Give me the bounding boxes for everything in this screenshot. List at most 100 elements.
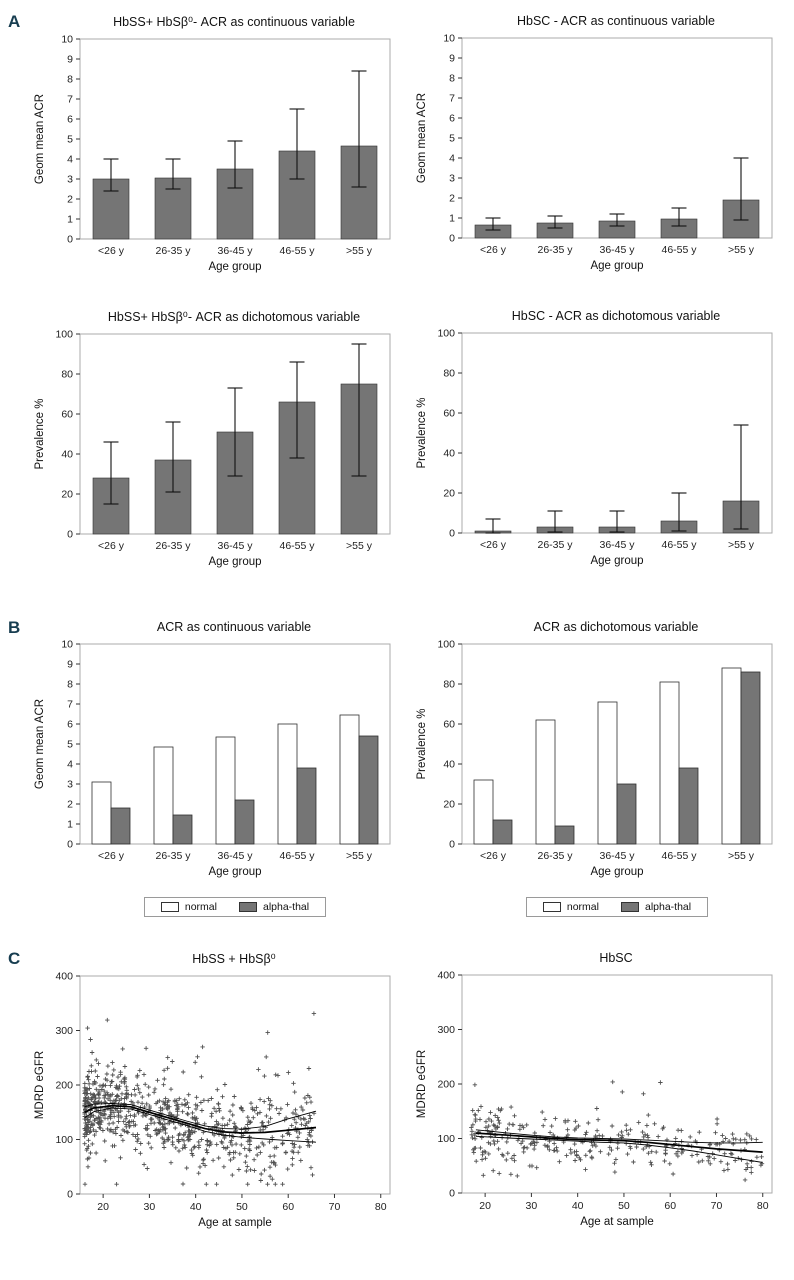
svg-text:4: 4 (67, 759, 73, 771)
svg-text:0: 0 (449, 528, 455, 540)
svg-text:4: 4 (449, 153, 455, 165)
svg-text:36-45 y: 36-45 y (599, 539, 635, 551)
legend-item-normal: normal (542, 901, 599, 913)
svg-text:7: 7 (449, 93, 455, 105)
svg-text:46-55 y: 46-55 y (279, 245, 315, 257)
svg-text:50: 50 (618, 1200, 630, 1212)
svg-text:46-55 y: 46-55 y (661, 850, 697, 862)
chart-title: HbSS+ HbSβ⁰- ACR as dichotomous variable (107, 310, 361, 324)
svg-text:70: 70 (711, 1200, 723, 1212)
legend-swatch-normal-icon (542, 902, 561, 912)
svg-text:60: 60 (282, 1201, 294, 1213)
svg-text:1: 1 (67, 214, 73, 226)
svg-text:300: 300 (437, 1024, 455, 1036)
svg-text:8: 8 (449, 73, 455, 85)
chart-hbsc-acr-dichotomous: HbSC - ACR as dichotomous variable 0 20 40… (412, 303, 786, 584)
svg-text:80: 80 (375, 1201, 387, 1213)
chart-title: ACR as dichotomous variable (533, 620, 699, 634)
chart-acr-dichotomous-by-thal: ACR as dichotomous variable 0 20 40 60 80 100… (412, 614, 786, 917)
chart-title: HbSC - ACR as continuous variable (516, 14, 715, 28)
svg-text:0: 0 (67, 529, 73, 541)
svg-text:0: 0 (449, 233, 455, 245)
svg-text:>55 y: >55 y (728, 850, 755, 862)
svg-text:>55 y: >55 y (346, 850, 373, 862)
svg-text:0: 0 (449, 839, 455, 851)
panel-a-row-1: A HbSS+ HbSβ⁰- ACR as continuous variabl… (0, 8, 794, 289)
svg-text:Age at sample: Age at sample (198, 1217, 272, 1229)
svg-text:36-45 y: 36-45 y (599, 850, 635, 862)
svg-text:5: 5 (449, 133, 455, 145)
svg-text:40: 40 (443, 448, 455, 460)
svg-text:>55 y: >55 y (728, 539, 755, 551)
svg-text:100: 100 (437, 639, 455, 651)
panel-b-row: B ACR as continuous variable 0 1 2 3 4 5 6 7 8 9 1… (0, 614, 794, 917)
scatter-chart-hbsc: 0 100 200 300 400 MDRD eGFR 20 30 40 50 60 70 80 Age … (416, 970, 773, 1228)
svg-text:<26 y: <26 y (98, 245, 125, 257)
svg-text:30: 30 (526, 1200, 538, 1212)
svg-text:Geom mean ACR: Geom mean ACR (34, 699, 46, 789)
svg-text:MDRD eGFR: MDRD eGFR (34, 1051, 46, 1119)
svg-text:2: 2 (67, 194, 73, 206)
svg-text:5: 5 (67, 134, 73, 146)
svg-text:Prevalence %: Prevalence % (416, 709, 428, 780)
svg-text:6: 6 (449, 113, 455, 125)
svg-text:36-45 y: 36-45 y (217, 540, 253, 552)
svg-text:400: 400 (55, 971, 73, 983)
svg-text:<26 y: <26 y (480, 539, 507, 551)
chart-hbss-acr-continuous: HbSS+ HbSβ⁰- ACR as continuous variable … (30, 8, 404, 289)
svg-text:1: 1 (449, 213, 455, 225)
svg-text:46-55 y: 46-55 y (661, 539, 697, 551)
svg-text:36-45 y: 36-45 y (217, 245, 253, 257)
chart-acr-continuous-by-thal: ACR as continuous variable 0 1 2 3 4 5 6 7 8 9 10 G… (30, 614, 404, 917)
chart-title: HbSS+ HbSβ⁰- ACR as continuous variable (113, 15, 355, 29)
svg-text:3: 3 (449, 173, 455, 185)
svg-text:26-35 y: 26-35 y (537, 539, 573, 551)
svg-text:>55 y: >55 y (346, 540, 373, 552)
chart-hbsc-egfr-scatter: HbSC 0 100 200 300 400 MDRD eGFR 20 30 40 50 60 70 8… (412, 945, 786, 1242)
svg-text:40: 40 (190, 1201, 202, 1213)
svg-text:26-35 y: 26-35 y (537, 244, 573, 256)
svg-text:Prevalence %: Prevalence % (34, 399, 46, 470)
svg-text:26-35 y: 26-35 y (155, 540, 191, 552)
svg-text:Age at sample: Age at sample (580, 1216, 654, 1228)
svg-text:10: 10 (61, 639, 73, 651)
svg-text:80: 80 (443, 368, 455, 380)
svg-text:Age group: Age group (208, 261, 261, 273)
svg-text:26-35 y: 26-35 y (537, 850, 573, 862)
svg-text:60: 60 (443, 408, 455, 420)
panel-label-c: C (8, 949, 21, 968)
svg-text:Age group: Age group (208, 866, 261, 878)
legend-item-normal: normal (160, 901, 217, 913)
svg-text:2: 2 (449, 193, 455, 205)
svg-text:100: 100 (437, 328, 455, 340)
svg-text:1: 1 (67, 819, 73, 831)
legend-label-normal: normal (184, 901, 217, 913)
grouped-bar-chart-dichotomous: 0 20 40 60 80 100 Prevalence % <26 y 26-35 y 36-4… (416, 639, 773, 878)
svg-text:46-55 y: 46-55 y (279, 540, 315, 552)
svg-text:9: 9 (67, 659, 73, 671)
svg-text:200: 200 (437, 1079, 455, 1091)
legend-box: normal alpha-thal (143, 897, 327, 917)
svg-text:40: 40 (572, 1200, 584, 1212)
svg-text:36-45 y: 36-45 y (599, 244, 635, 256)
panel-a-row-2: HbSS+ HbSβ⁰- ACR as dichotomous variable… (0, 303, 794, 584)
svg-text:6: 6 (67, 114, 73, 126)
svg-text:300: 300 (55, 1025, 73, 1037)
svg-text:10: 10 (443, 33, 455, 45)
legend-swatch-alpha-thal-icon (238, 902, 257, 912)
chart-hbss-egfr-scatter: HbSS + HbSβ⁰ 0 100 200 300 400 MDRD eGFR 20 30 4… (30, 945, 404, 1242)
svg-text:46-55 y: 46-55 y (279, 850, 315, 862)
svg-text:0: 0 (67, 1189, 73, 1201)
panel-label-a: A (8, 12, 21, 31)
svg-text:6: 6 (67, 719, 73, 731)
svg-text:40: 40 (61, 449, 73, 461)
svg-text:26-35 y: 26-35 y (155, 850, 191, 862)
bar-chart-hbsc-dichotomous: 0 20 40 60 80 100 Prevalence % <26 y 26-35 y 36-4… (416, 328, 773, 567)
svg-text:40: 40 (443, 759, 455, 771)
svg-text:60: 60 (664, 1200, 676, 1212)
svg-text:4: 4 (67, 154, 73, 166)
chart-title: HbSC (599, 951, 633, 965)
svg-text:Geom mean ACR: Geom mean ACR (416, 93, 428, 183)
svg-text:60: 60 (61, 409, 73, 421)
